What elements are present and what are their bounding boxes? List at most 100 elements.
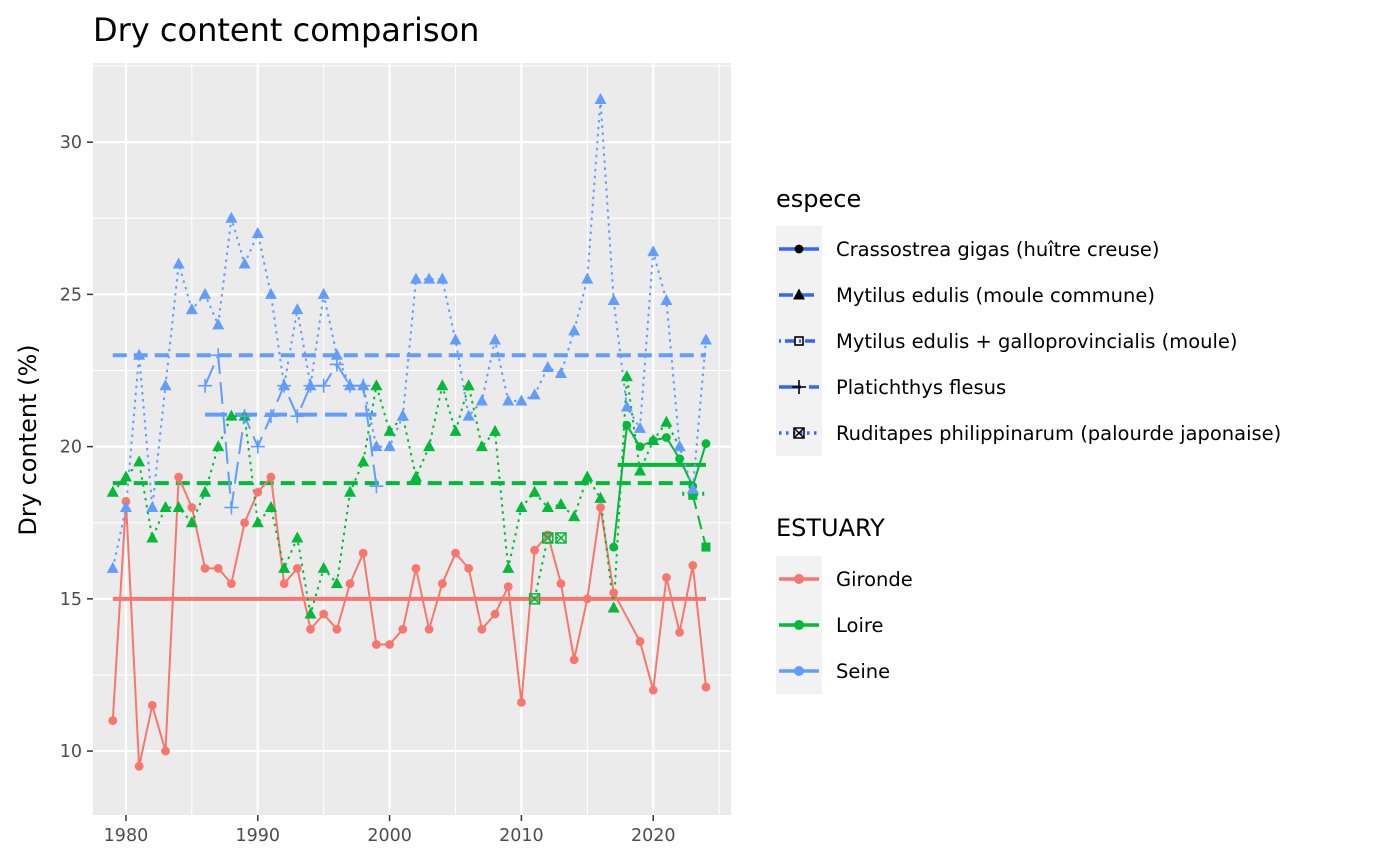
legend-key-marker: [794, 336, 804, 346]
data-point: [436, 272, 449, 284]
data-point: [383, 440, 396, 452]
data-point: [596, 503, 605, 512]
data-point: [278, 561, 291, 573]
data-point: [264, 287, 277, 299]
data-point: [358, 548, 368, 558]
legend-label: Mytilus edulis + galloprovincialis (moul…: [836, 330, 1238, 353]
data-point: [174, 472, 184, 482]
data-point: [159, 501, 172, 513]
data-point: [356, 378, 371, 393]
data-point: [634, 464, 647, 476]
data-point: [291, 531, 304, 543]
data-point: [264, 501, 277, 513]
data-point: [620, 400, 633, 412]
marker-cross: [555, 532, 567, 544]
data-point: [212, 440, 225, 452]
data-point: [396, 409, 409, 421]
data-point: [213, 563, 223, 573]
data-point: [343, 378, 358, 393]
data-point: [187, 503, 197, 512]
legend-label: Gironde: [836, 568, 913, 591]
data-point: [449, 333, 462, 345]
data-point: [317, 287, 330, 299]
x-tick-label: 1980: [104, 826, 149, 846]
data-point: [146, 501, 159, 513]
data-point: [517, 697, 526, 707]
data-point: [106, 561, 119, 573]
legend-label: Crassostrea gigas (huître creuse): [836, 238, 1159, 261]
data-point: [225, 409, 238, 421]
data-point: [568, 324, 581, 336]
data-point: [345, 579, 355, 589]
data-point: [369, 479, 384, 494]
series-line: [204, 354, 378, 508]
data-point: [528, 485, 541, 497]
data-point: [266, 472, 276, 482]
data-point: [675, 627, 684, 637]
data-point: [634, 421, 647, 433]
data-point: [332, 624, 342, 634]
data-point: [554, 497, 567, 509]
legend-title-espece: espece: [776, 185, 861, 213]
data-point: [556, 579, 566, 589]
data-point: [675, 454, 684, 464]
data-point: [383, 424, 396, 436]
data-point: [159, 379, 172, 391]
data-point: [106, 485, 119, 497]
legend-label: Mytilus edulis (moule commune): [836, 284, 1155, 307]
data-point: [660, 293, 673, 305]
data-point: [225, 211, 238, 223]
data-point: [108, 716, 118, 726]
marker-box: [542, 532, 554, 544]
data-point: [279, 579, 289, 589]
data-point: [237, 409, 252, 424]
legend: espece Crassostrea gigas (huître creuse) M…: [776, 185, 1281, 694]
data-point: [251, 516, 264, 528]
data-point: [240, 518, 249, 528]
data-point: [238, 257, 251, 269]
data-point: [291, 303, 304, 315]
data-point: [582, 594, 592, 604]
data-point: [477, 624, 487, 634]
data-point: [555, 532, 567, 544]
data-point: [329, 357, 344, 372]
data-point: [411, 563, 421, 573]
data-point: [490, 609, 500, 619]
data-point: [489, 424, 502, 436]
data-point: [357, 455, 370, 467]
data-point: [528, 388, 541, 400]
data-point: [475, 394, 488, 406]
data-point: [502, 394, 515, 406]
data-point: [263, 409, 278, 424]
data-point: [370, 379, 383, 391]
legend-key-marker: [794, 666, 804, 676]
legend-title-estuary: ESTUARY: [776, 514, 885, 542]
data-point: [319, 609, 329, 619]
data-point: [554, 367, 567, 379]
data-point: [701, 542, 711, 552]
data-point: [581, 272, 594, 284]
data-point: [330, 577, 343, 589]
data-point: [701, 682, 711, 692]
legend-label: Seine: [836, 660, 890, 683]
data-point: [251, 226, 264, 238]
marker-cross: [529, 593, 541, 605]
data-point: [423, 272, 436, 284]
data-point: [648, 685, 658, 695]
data-point: [699, 333, 712, 345]
data-point: [172, 257, 185, 269]
x-tick-label: 2010: [499, 826, 544, 846]
data-point: [464, 563, 474, 573]
data-point: [701, 439, 711, 448]
data-point: [344, 485, 357, 497]
y-tick-label: 10: [60, 742, 82, 762]
data-point: [133, 348, 146, 360]
data-point: [317, 561, 330, 573]
data-point: [609, 588, 619, 598]
data-point: [372, 640, 381, 649]
data-point: [437, 579, 447, 589]
data-point: [199, 287, 212, 299]
data-point: [224, 500, 239, 515]
data-point: [607, 601, 620, 613]
data-point: [607, 293, 620, 305]
